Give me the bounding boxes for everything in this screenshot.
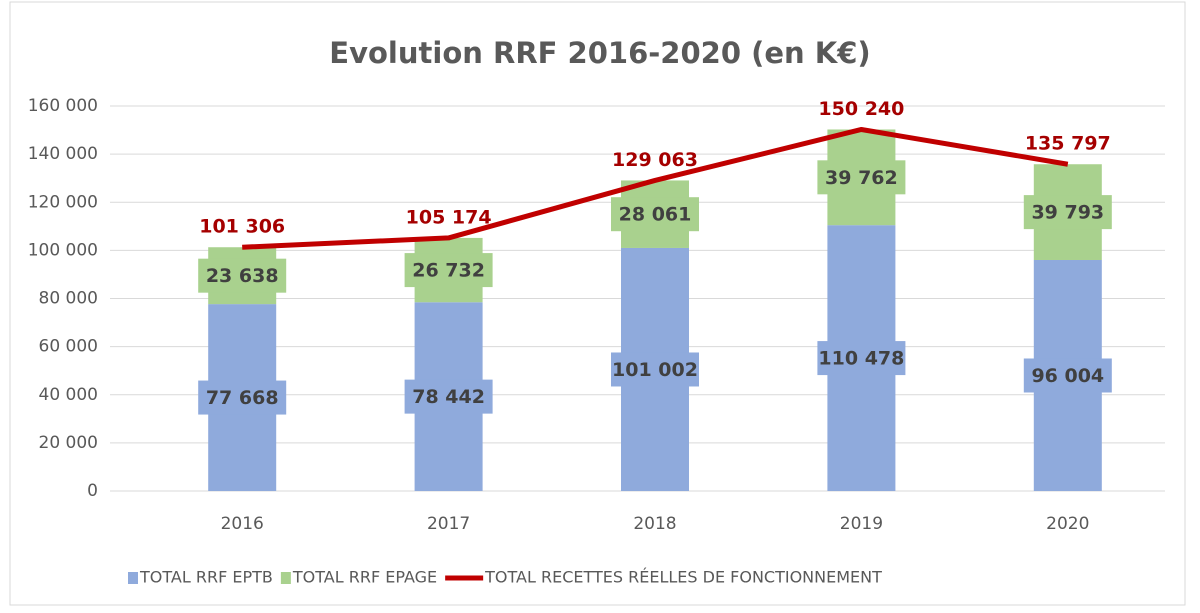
bar-value-label: 78 442	[412, 386, 485, 408]
bar-value-label: 28 061	[619, 204, 692, 226]
value-label-box	[1023, 195, 1112, 230]
y-tick-label: 160 000	[28, 96, 98, 116]
y-tick-label: 20 000	[39, 433, 98, 453]
legend-label: TOTAL RECETTES RÉELLES DE FONCTIONNEMENT	[484, 568, 882, 587]
legend-swatch	[128, 572, 138, 584]
x-tick-label: 2019	[840, 514, 883, 534]
y-tick-label: 80 000	[39, 289, 98, 309]
value-label-box	[611, 352, 699, 387]
value-label-box	[198, 258, 287, 293]
line-value-label: 105 174	[406, 206, 492, 228]
legend-label: TOTAL RRF EPTB	[139, 568, 273, 587]
bar-value-label: 101 002	[612, 359, 698, 381]
y-tick-label: 120 000	[28, 192, 98, 212]
y-tick-label: 0	[87, 481, 98, 501]
bar-value-label: 110 478	[818, 348, 904, 370]
y-tick-label: 100 000	[28, 240, 98, 260]
y-tick-label: 60 000	[39, 337, 98, 357]
x-tick-label: 2018	[633, 514, 676, 534]
value-label-box	[817, 160, 906, 195]
value-label-box	[198, 380, 287, 415]
x-tick-label: 2016	[221, 514, 264, 534]
line	[242, 126, 1069, 250]
bar-value-label: 96 004	[1031, 365, 1104, 387]
legend-swatch	[280, 572, 291, 584]
line-value-label: 101 306	[199, 216, 285, 238]
value-label-box	[404, 253, 493, 288]
line-value-label: 129 063	[612, 149, 698, 171]
y-tick-label: 40 000	[39, 385, 98, 405]
value-label-box	[817, 341, 906, 376]
legend-label: TOTAL RRF EPAGE	[292, 568, 437, 587]
bar-value-label: 39 762	[825, 167, 898, 189]
bar-value-label: 39 793	[1031, 202, 1104, 224]
value-label-box	[404, 379, 493, 414]
line-value-label: 150 240	[818, 98, 904, 120]
value-label-box	[611, 197, 699, 232]
x-tick-label: 2017	[427, 514, 470, 534]
value-label-box	[1023, 358, 1112, 393]
bar-value-label: 23 638	[206, 265, 279, 287]
x-tick-label: 2020	[1046, 514, 1089, 534]
bar-value-label: 77 668	[206, 387, 279, 409]
chart-border	[9, 1, 1186, 606]
line-value-label: 135 797	[1025, 133, 1111, 155]
y-tick-label: 140 000	[28, 144, 98, 164]
chart-title: Evolution RRF 2016-2020 (en K€)	[329, 36, 870, 70]
bar-value-label: 26 732	[412, 260, 485, 282]
